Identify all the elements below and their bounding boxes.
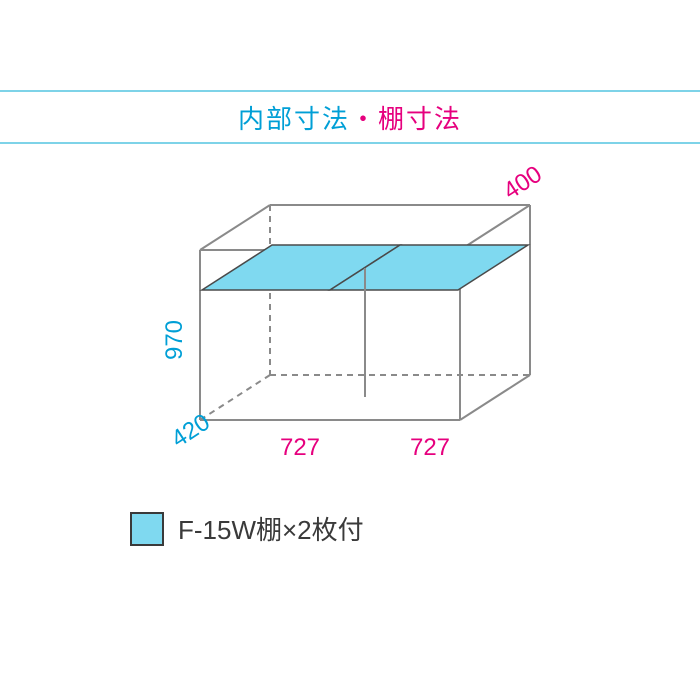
dim-shelf-depth: 420 xyxy=(167,409,215,453)
dim-width-right: 727 xyxy=(410,434,450,461)
title-internal-dim: 内部寸法 xyxy=(238,99,350,136)
dim-height: 970 xyxy=(161,320,188,360)
diagram-svg: 400 970 420 727 727 xyxy=(140,190,560,490)
dimension-diagram: 400 970 420 727 727 xyxy=(140,190,560,490)
dim-depth: 400 xyxy=(499,161,547,205)
title-bar: 内部寸法 ・ 棚寸法 xyxy=(0,90,700,144)
title-separator: ・ xyxy=(350,99,378,136)
title-shelf-dim: 棚寸法 xyxy=(378,99,462,136)
dim-width-left: 727 xyxy=(280,434,320,461)
legend-swatch xyxy=(130,512,164,546)
page: 内部寸法 ・ 棚寸法 xyxy=(0,0,700,700)
legend: F-15W棚×2枚付 xyxy=(130,510,364,547)
legend-text: F-15W棚×2枚付 xyxy=(178,510,364,547)
